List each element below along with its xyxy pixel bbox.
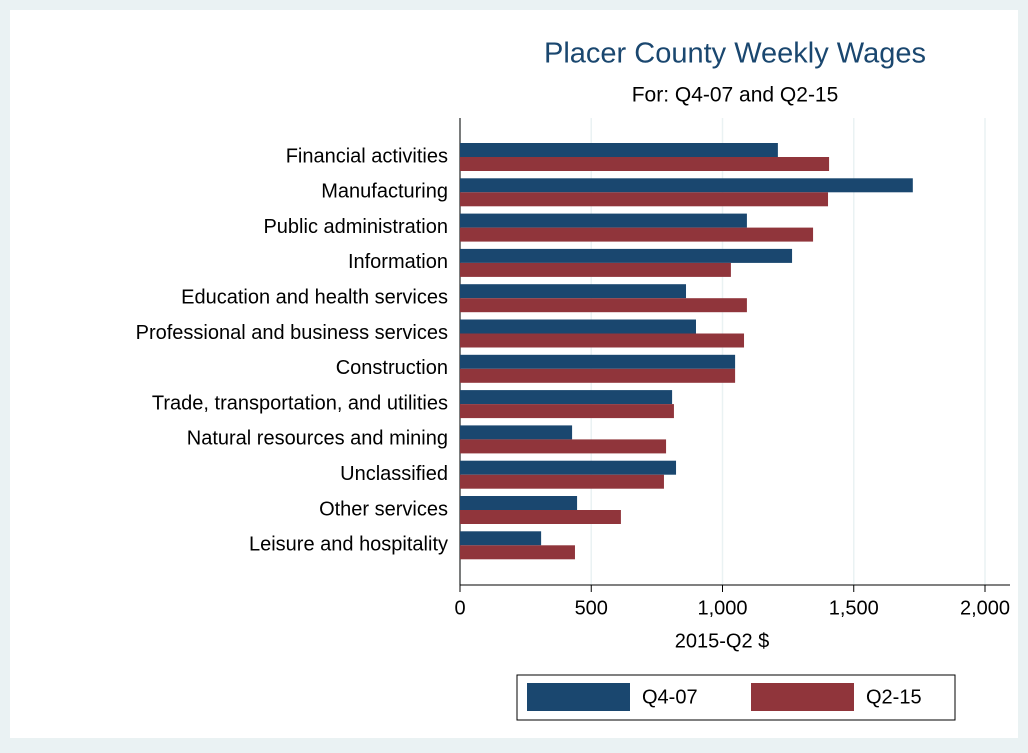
chart-subtitle: For: Q4-07 and Q2-15 bbox=[632, 84, 839, 107]
x-tick-label: 2,000 bbox=[960, 597, 1010, 619]
bar bbox=[460, 474, 664, 489]
bar bbox=[460, 390, 673, 405]
bar bbox=[460, 262, 731, 277]
bar bbox=[460, 545, 575, 560]
bar bbox=[460, 354, 736, 369]
x-axis-label: 2015-Q2 $ bbox=[675, 630, 770, 652]
bar bbox=[460, 333, 745, 348]
bar bbox=[460, 404, 674, 419]
y-tick-label: Public administration bbox=[263, 216, 448, 238]
legend-label: Q4-07 bbox=[642, 686, 698, 708]
y-tick-label: Financial activities bbox=[286, 145, 448, 167]
bar bbox=[460, 227, 814, 242]
y-tick-label: Education and health services bbox=[181, 286, 448, 308]
y-tick-label: Information bbox=[348, 251, 448, 273]
bar bbox=[460, 178, 913, 193]
bar bbox=[460, 284, 687, 299]
bar bbox=[460, 143, 778, 157]
y-tick-label: Natural resources and mining bbox=[187, 428, 448, 450]
bar bbox=[460, 425, 573, 440]
bar bbox=[460, 248, 793, 263]
y-tick-label: Professional and business services bbox=[136, 322, 448, 344]
bar bbox=[460, 368, 736, 383]
y-tick-label: Unclassified bbox=[340, 463, 448, 485]
chart-title: Placer County Weekly Wages bbox=[544, 38, 926, 70]
y-tick-label: Other services bbox=[319, 498, 448, 520]
bar bbox=[460, 157, 830, 171]
bar bbox=[460, 192, 829, 207]
legend-swatch bbox=[527, 683, 630, 711]
y-tick-label: Construction bbox=[336, 357, 448, 379]
y-tick-label: Trade, transportation, and utilities bbox=[152, 392, 448, 414]
legend-label: Q2-15 bbox=[866, 686, 922, 708]
bar bbox=[460, 496, 578, 510]
bar bbox=[460, 531, 542, 546]
x-tick-label: 1,000 bbox=[697, 597, 747, 619]
bar bbox=[460, 460, 677, 475]
y-tick-label: Leisure and hospitality bbox=[249, 534, 448, 556]
x-tick-label: 1,500 bbox=[829, 597, 879, 619]
legend-swatch bbox=[751, 683, 854, 711]
bar bbox=[460, 319, 696, 334]
bar bbox=[460, 298, 747, 313]
bar bbox=[460, 439, 667, 454]
x-tick-label: 500 bbox=[575, 597, 608, 619]
bar bbox=[460, 510, 621, 524]
y-tick-label: Manufacturing bbox=[321, 181, 448, 203]
x-tick-label: 0 bbox=[454, 597, 465, 619]
bar bbox=[460, 213, 747, 228]
